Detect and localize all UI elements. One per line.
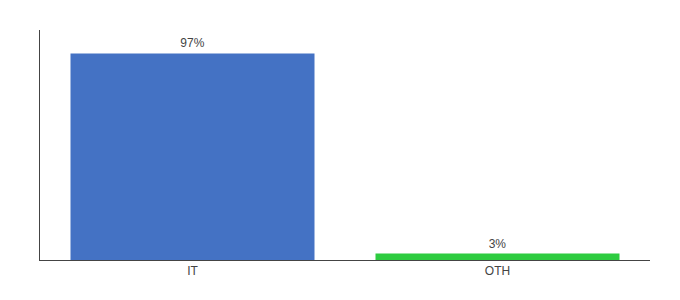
svg-text:IT: IT (187, 264, 198, 278)
svg-text:97%: 97% (180, 36, 204, 50)
svg-text:OTH: OTH (485, 264, 510, 278)
svg-text:3%: 3% (489, 237, 507, 251)
